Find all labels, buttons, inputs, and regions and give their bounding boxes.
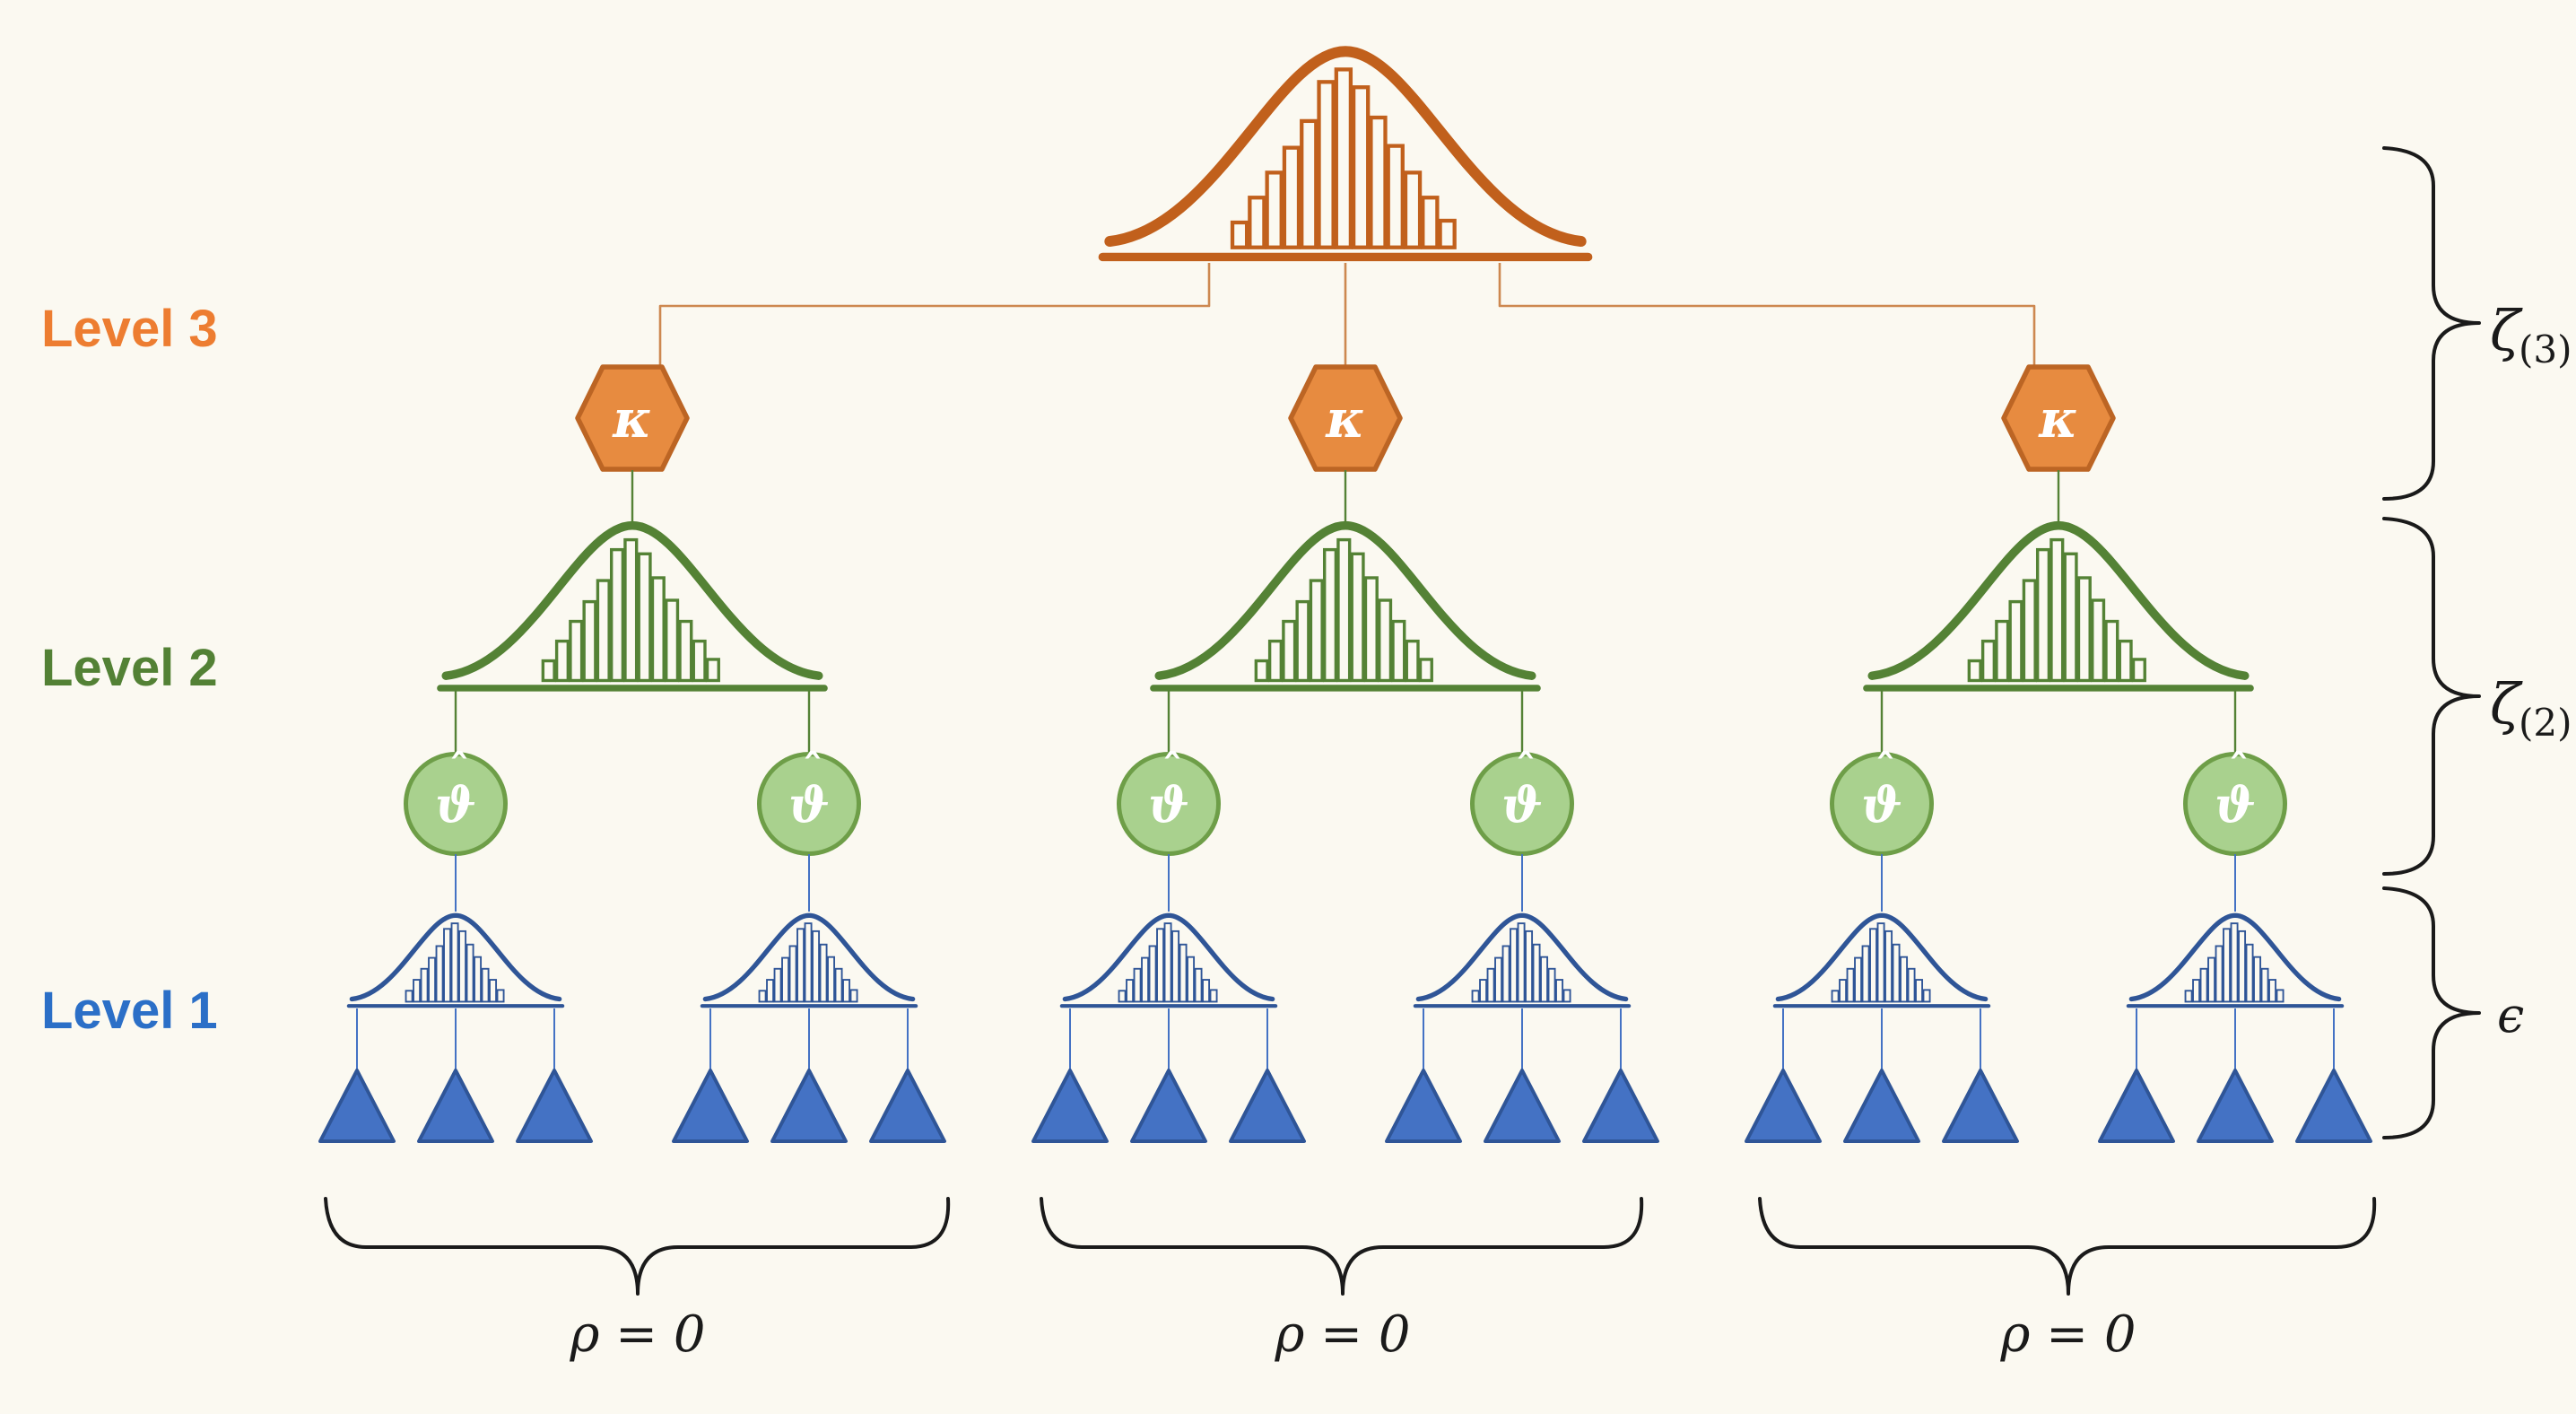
- theta-hat-node: ϑ ˆ: [1470, 746, 1574, 856]
- triangle-icon: [2098, 1069, 2175, 1143]
- unit-distribution-icon: [1061, 915, 1276, 1007]
- triangle-icon: [2197, 1069, 2274, 1143]
- theta-symbol: ϑ: [1148, 776, 1189, 834]
- triangle-icon: [869, 1069, 946, 1143]
- kappa-node: κ: [2001, 364, 2116, 472]
- triangle-icon: [2295, 1069, 2372, 1143]
- level-3-row: κ κ κ: [575, 51, 2116, 472]
- triangle-icon: [1745, 1069, 1822, 1143]
- theta-hat-accent: ˆ: [2229, 746, 2250, 794]
- level-2-row: ϑ ˆ ϑ ˆ ϑ ˆ ϑ ˆ ϑ ˆ ϑ ˆ: [404, 470, 2287, 856]
- group-distribution-icon: [1866, 525, 2251, 688]
- epsilon-symbol: ϵ: [2497, 987, 2524, 1043]
- triangle-icon: [1484, 1069, 1561, 1143]
- triangle-icon: [770, 1069, 848, 1143]
- theta-hat-node: ϑ ˆ: [757, 746, 861, 856]
- circle-shape: [404, 752, 508, 856]
- rho-label-2: ρ = 0: [1274, 1305, 1410, 1364]
- triangle-icon: [1031, 1069, 1109, 1143]
- level-1-row: [318, 854, 2372, 1143]
- theta-hat-accent: ˆ: [1162, 746, 1183, 794]
- zeta2-subscript: (2): [2519, 701, 2572, 745]
- theta-hat-accent: ˆ: [1875, 746, 1896, 794]
- kappa-node: κ: [575, 364, 690, 472]
- kappa-symbol: κ: [1325, 388, 1364, 450]
- group-distribution-icon: [1153, 525, 1538, 688]
- circle-shape: [1470, 752, 1574, 856]
- group-distribution-icon: [439, 525, 825, 688]
- unit-distribution-icon: [1774, 915, 1989, 1007]
- theta-hat-accent: ˆ: [1516, 746, 1536, 794]
- triangle-icon: [516, 1069, 593, 1143]
- theta-hat-node: ϑ ˆ: [1117, 746, 1221, 856]
- theta-hat-accent: ˆ: [449, 746, 470, 794]
- brace-epsilon: [2382, 886, 2481, 1139]
- circle-shape: [1830, 752, 1934, 856]
- bottom-brace-3: [1758, 1197, 2377, 1296]
- triangle-leaves: [318, 1069, 2372, 1143]
- brace-zeta2: [2382, 517, 2481, 876]
- triangle-icon: [1843, 1069, 1920, 1143]
- circle-shape: [1117, 752, 1221, 856]
- theta-symbol: ϑ: [1501, 776, 1543, 834]
- circle-shape: [2183, 752, 2287, 856]
- bottom-brace-1: [324, 1197, 951, 1296]
- level-1-label: Level 1: [41, 982, 218, 1040]
- triangle-icon: [318, 1069, 396, 1143]
- kappa-symbol: κ: [612, 388, 651, 450]
- kappa-symbol: κ: [2038, 388, 2077, 450]
- theta-symbol: ϑ: [2215, 776, 2256, 834]
- theta-symbol: ϑ: [788, 776, 830, 834]
- triangle-icon: [1582, 1069, 1659, 1143]
- zeta3-subscript: (3): [2519, 327, 2572, 371]
- triangle-icon: [1229, 1069, 1306, 1143]
- circle-shape: [757, 752, 861, 856]
- unit-distribution-icon: [1414, 915, 1630, 1007]
- right-braces: ζ (3) ζ (2) ϵ: [2382, 146, 2572, 1139]
- brace-zeta3: [2382, 146, 2481, 501]
- triangle-icon: [417, 1069, 494, 1143]
- connector-top-to-hex-left: [658, 263, 1211, 366]
- theta-hat-node: ϑ ˆ: [404, 746, 508, 856]
- hexagon-shape: [1288, 364, 1403, 472]
- zeta2-symbol: ζ: [2490, 671, 2523, 737]
- theta-hat-node: ϑ ˆ: [1830, 746, 1934, 856]
- level-2-label: Level 2: [41, 639, 218, 697]
- theta-hat-node: ϑ ˆ: [2183, 746, 2287, 856]
- level-3-label: Level 3: [41, 300, 218, 358]
- hexagon-shape: [575, 364, 690, 472]
- rho-label-3: ρ = 0: [1999, 1305, 2136, 1364]
- unit-distribution-icon: [2128, 915, 2343, 1007]
- hexagon-shape: [2001, 364, 2116, 472]
- triangle-icon: [1942, 1069, 2019, 1143]
- theta-symbol: ϑ: [435, 776, 476, 834]
- unit-distribution-icon: [701, 915, 917, 1007]
- unit-distribution-icon: [348, 915, 563, 1007]
- triangle-connectors: [356, 1008, 2335, 1069]
- triangle-icon: [1130, 1069, 1207, 1143]
- triangle-icon: [1385, 1069, 1462, 1143]
- grand-distribution-icon: [1102, 51, 1588, 257]
- rho-label-1: ρ = 0: [569, 1305, 705, 1364]
- bottom-braces: ρ = 0 ρ = 0 ρ = 0: [324, 1197, 2377, 1364]
- theta-hat-accent: ˆ: [803, 746, 823, 794]
- kappa-node: κ: [1288, 364, 1403, 472]
- bottom-brace-2: [1040, 1197, 1644, 1296]
- zeta3-symbol: ζ: [2490, 298, 2523, 363]
- triangle-icon: [672, 1069, 749, 1143]
- theta-symbol: ϑ: [1861, 776, 1902, 834]
- connector-top-to-hex-right: [1498, 263, 2036, 366]
